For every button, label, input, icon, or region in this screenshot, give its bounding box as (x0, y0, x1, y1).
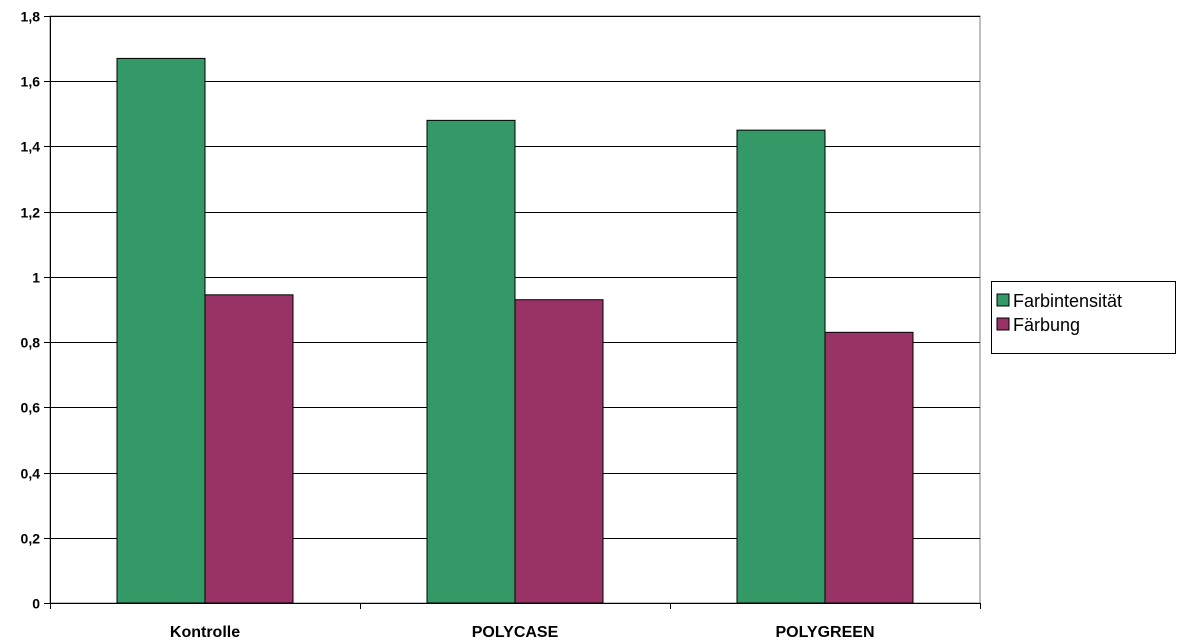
y-tick-label: 0,2 (21, 531, 41, 547)
x-tick-label: POLYGREEN (776, 624, 875, 641)
legend-label: Färbung (1013, 315, 1080, 335)
y-tick-label: 0,4 (21, 466, 41, 482)
y-tick-label: 0 (32, 596, 40, 612)
bar-faerbung-polycase (514, 299, 604, 604)
bar-faerbung-polygreen (824, 331, 914, 604)
y-tick-label: 1,6 (21, 74, 41, 90)
legend: Farbintensität Färbung (991, 281, 1176, 354)
legend-swatch (996, 317, 1010, 331)
bars (116, 57, 914, 604)
legend-label: Farbintensität (1013, 291, 1122, 311)
x-tick-label: Kontrolle (170, 624, 240, 641)
bar-farbintensitaet-kontrolle (116, 57, 206, 604)
y-tick-label: 1,8 (21, 9, 41, 25)
y-tick-label: 1 (32, 270, 40, 286)
bar-farbintensitaet-polygreen (736, 129, 826, 604)
y-tick-label: 0,8 (21, 335, 41, 351)
x-axis-labels: Kontrolle POLYCASE POLYGREEN (170, 624, 875, 641)
legend-box (991, 281, 1176, 354)
bar-farbintensitaet-polycase (426, 119, 516, 604)
axes (50, 16, 981, 609)
legend-swatch (996, 293, 1010, 307)
y-tick-label: 1,4 (21, 139, 41, 155)
y-axis-ticks: 0 0,2 0,4 0,6 0,8 1 1,2 1,4 1,6 1,8 (21, 9, 50, 612)
x-tick-label: POLYCASE (472, 624, 559, 641)
y-tick-label: 0,6 (21, 400, 41, 416)
bar-faerbung-kontrolle (204, 294, 294, 604)
y-tick-label: 1,2 (21, 205, 41, 221)
